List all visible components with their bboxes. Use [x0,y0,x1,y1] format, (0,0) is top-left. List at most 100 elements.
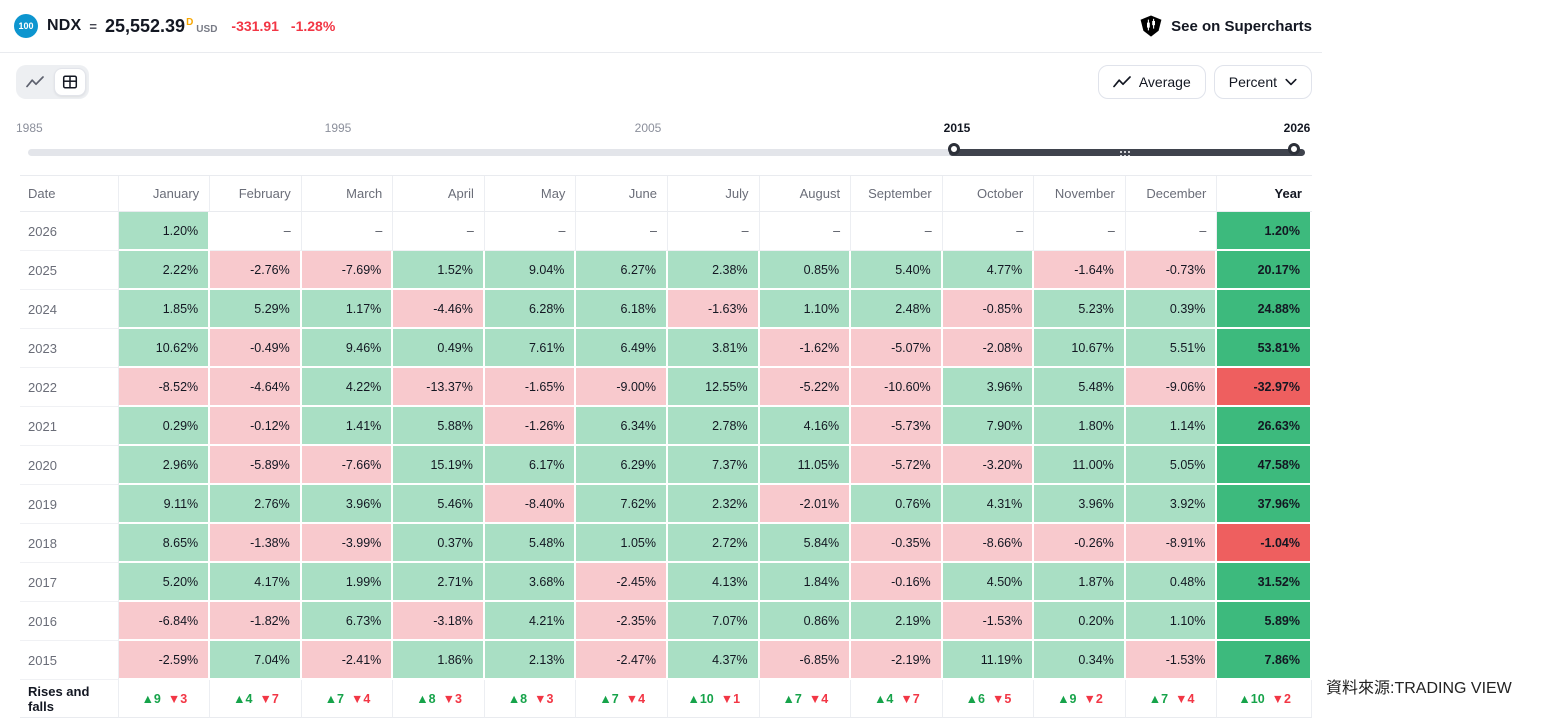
col-header-month: August [759,176,852,212]
slider-handle-start[interactable] [948,143,960,155]
month-cell: 5.20% [118,563,211,602]
month-cell: -9.06% [1125,368,1218,407]
month-cell: -0.49% [210,329,302,368]
col-header-month: January [118,176,211,212]
month-cell: 11.05% [759,446,852,485]
slider-tick-2015: 2015 [943,121,971,135]
chart-view-button[interactable] [19,68,51,96]
month-cell: -2.47% [576,641,668,680]
month-cell: -4.46% [393,290,485,329]
table-row: 2026 1.20% – – – – – – – – – – –1.20% [20,212,1312,251]
month-cell: 4.77% [942,251,1035,290]
month-cell: 6.29% [576,446,668,485]
month-cell: 11.00% [1034,446,1126,485]
rises-count: ▲4 [233,691,253,706]
month-cell: 6.73% [301,602,394,641]
rises-falls-row: Rises and falls ▲9 ▼3 ▲4 ▼7 ▲7 ▼4 ▲8 ▼3 ▲8 ▼3 ▲7 ▼4 ▲… [20,680,1312,718]
rises-falls-cell: ▲9 ▼3 [118,680,211,718]
month-cell: 7.07% [667,602,760,641]
month-cell: -2.45% [576,563,668,602]
month-cell: 8.65% [118,524,211,563]
year-total-cell: 31.52% [1217,563,1312,602]
falls-count: ▼1 [720,691,741,706]
month-cell: 6.18% [576,290,668,329]
month-cell: -0.16% [851,563,943,602]
slider-tick-1995: 1995 [324,121,352,135]
month-cell: 2.19% [851,602,943,641]
slider-selected-range[interactable] [949,149,1305,156]
month-cell: 7.04% [210,641,302,680]
falls-count: ▼5 [991,691,1012,706]
month-cell: 3.96% [1034,485,1126,524]
month-cell: -2.76% [210,251,302,290]
rises-count: ▲10 [1238,691,1265,706]
month-cell: -5.22% [759,368,852,407]
table-grid-icon [62,74,78,90]
month-cell: 1.52% [393,251,485,290]
year-total-cell: -32.97% [1217,368,1312,407]
falls-count: ▼3 [442,691,462,706]
row-year-label: 2018 [20,524,119,563]
month-cell: 2.96% [118,446,211,485]
rises-count: ▲7 [324,691,345,706]
view-toggle-group [16,65,89,99]
month-cell: 2.76% [210,485,302,524]
month-cell: 4.37% [667,641,760,680]
average-button[interactable]: Average [1097,65,1206,99]
line-chart-icon [26,75,44,89]
month-cell: 1.10% [1125,602,1218,641]
col-header-month: February [210,176,302,212]
data-source-caption: 資料來源:TRADING VIEW [1326,680,1512,697]
percent-dropdown[interactable]: Percent [1213,65,1312,99]
month-cell: – [210,212,302,251]
slider-handle-end[interactable] [1288,143,1300,155]
row-year-label: 2019 [20,485,119,524]
falls-count: ▼3 [534,691,554,706]
year-total-cell: 5.89% [1217,602,1312,641]
col-header-month: June [576,176,668,212]
average-button-label: Average [1138,74,1191,90]
month-cell: 1.17% [301,290,394,329]
month-cell: -3.20% [942,446,1035,485]
slider-track[interactable] [28,149,1305,156]
falls-count: ▼4 [808,691,829,706]
symbol-header: 100 NDX = 25,552.39DUSD -331.91 -1.28% S… [0,0,1322,52]
rises-count: ▲9 [141,691,161,706]
month-cell: -1.64% [1034,251,1126,290]
falls-count: ▼4 [625,691,646,706]
month-cell: 9.04% [484,251,577,290]
month-cell: 5.48% [484,524,577,563]
month-cell: 5.48% [1034,368,1126,407]
month-cell: 0.86% [759,602,852,641]
see-on-supercharts-link[interactable]: See on Supercharts [1139,14,1312,38]
year-total-cell: 26.63% [1217,407,1312,446]
month-cell: 0.20% [1034,602,1126,641]
month-cell: 5.23% [1034,290,1126,329]
change-percent: -1.28% [290,18,336,34]
month-cell: 1.14% [1125,407,1218,446]
month-cell: -1.38% [210,524,302,563]
table-row: 2018 8.65% -1.38% -3.99% 0.37% 5.48% 1.05% 2.72… [20,524,1312,563]
month-cell: -2.59% [118,641,211,680]
year-total-cell: -1.04% [1217,524,1312,563]
table-body: 2026 1.20% – – – – – – – – – – –1.20% 2025 2.22% -2.76%… [20,212,1312,718]
month-cell: 1.99% [301,563,394,602]
rises-count: ▲7 [599,691,619,706]
row-year-label: 2021 [20,407,119,446]
row-year-label: 2016 [20,602,119,641]
month-cell: 1.20% [118,212,211,251]
falls-count: ▼3 [167,691,188,706]
year-total-cell: 24.88% [1217,290,1312,329]
month-cell: -1.82% [210,602,302,641]
month-cell: -1.65% [484,368,577,407]
month-cell: -8.66% [942,524,1035,563]
slider-drag-grip-icon[interactable] [1120,151,1130,157]
month-cell: – [851,212,943,251]
rises-count: ▲6 [965,691,985,706]
table-view-button[interactable] [54,68,86,96]
month-cell: 9.46% [301,329,394,368]
col-header-month: April [393,176,485,212]
month-cell: 0.49% [393,329,485,368]
col-header-month: December [1125,176,1218,212]
price-change: -331.91 -1.28% [231,18,335,34]
